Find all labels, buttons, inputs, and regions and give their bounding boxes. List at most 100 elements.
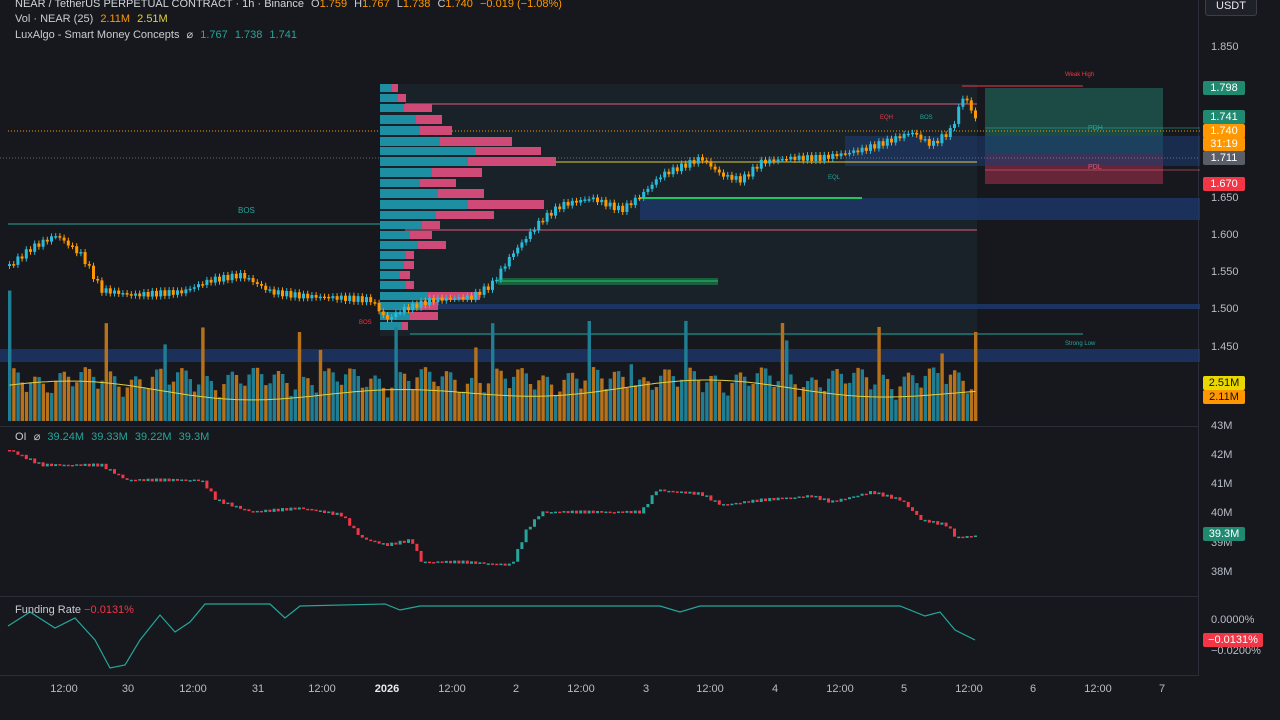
candle-body: [587, 199, 591, 201]
open-label: O: [311, 0, 320, 10]
oi-legend[interactable]: OI ⌀ 39.24M 39.33M 39.22M 39.3M: [15, 430, 213, 443]
volume-badge-ma: 2.51M: [1203, 376, 1245, 390]
candle-body: [209, 279, 213, 283]
oi-candle: [360, 534, 364, 538]
oi-candle: [478, 562, 482, 564]
time-tick: 31: [251, 683, 265, 695]
candle-body: [566, 201, 570, 206]
candle-body: [671, 167, 675, 175]
volume-bar: [272, 374, 276, 421]
funding-legend[interactable]: Funding Rate −0.0131%: [15, 604, 138, 616]
pdh-label: PDH: [1088, 125, 1103, 132]
oi-candle: [633, 510, 637, 514]
volume-bar: [940, 353, 944, 421]
candle-body: [62, 237, 66, 241]
candle-body: [142, 292, 146, 297]
oi-candle: [491, 563, 494, 565]
candle-body: [793, 156, 797, 160]
smc-legend[interactable]: LuxAlgo - Smart Money Concepts ⌀ 1.767 1…: [15, 28, 301, 41]
oi-candle: [755, 499, 759, 502]
candle-body: [810, 155, 814, 161]
oi-candle: [944, 522, 948, 527]
bos-label: BOS: [238, 206, 255, 215]
candle-body: [835, 153, 839, 157]
volume-bar: [923, 375, 927, 421]
volume-bar: [318, 349, 323, 421]
oi-candle: [268, 509, 272, 512]
candle-body: [390, 317, 394, 320]
candle-body: [87, 264, 91, 266]
oi-candle: [318, 510, 322, 512]
oi-candle: [251, 511, 255, 513]
volume-legend[interactable]: Vol · NEAR (25) 2.11M 2.51M: [15, 13, 172, 25]
volume-bar: [818, 387, 822, 421]
candle-body: [117, 290, 121, 294]
candle-body: [381, 311, 385, 316]
currency-button[interactable]: USDT: [1205, 0, 1257, 16]
oi-candle: [579, 510, 583, 514]
oi-candle: [470, 561, 473, 564]
candle-body: [822, 154, 826, 161]
volume-bar: [390, 387, 394, 421]
candle-body: [213, 276, 217, 283]
candle-body: [108, 288, 112, 294]
candle-body: [491, 280, 494, 290]
candle-body: [856, 150, 860, 153]
volume-bar: [780, 323, 785, 421]
oi-candle: [906, 501, 910, 508]
candle-body: [503, 266, 507, 269]
candle-body: [953, 123, 956, 129]
oi-candle: [289, 507, 293, 511]
candle-body: [251, 278, 255, 283]
volume-bar: [772, 386, 776, 421]
candle-body: [482, 286, 486, 295]
candle-body: [776, 159, 780, 162]
candle-body: [163, 290, 167, 296]
oi-candle: [688, 491, 692, 494]
volume-ma-line: [9, 379, 976, 401]
settings-icon[interactable]: ⌀: [186, 29, 194, 41]
oi-candle: [482, 562, 486, 564]
volume-bar: [860, 369, 864, 421]
candle-body: [713, 166, 717, 170]
volume-bar: [470, 377, 474, 421]
candle-body: [831, 153, 835, 159]
oi-candle: [260, 510, 263, 513]
oi-settings-icon[interactable]: ⌀: [33, 431, 41, 443]
time-tick: 2026: [374, 683, 400, 695]
candle-body: [650, 184, 654, 189]
volume-bar: [184, 370, 188, 421]
volume-bar: [138, 379, 142, 421]
candle-body: [12, 264, 16, 266]
oi-candle: [520, 542, 524, 550]
oi-candle: [167, 478, 171, 482]
candle-body: [54, 236, 58, 238]
volume-bar: [713, 375, 717, 421]
volume-bar: [965, 393, 969, 421]
candle-body: [255, 282, 259, 284]
oi-candle: [411, 539, 415, 544]
candle-body: [289, 291, 293, 298]
oi-candle: [890, 494, 893, 499]
oi-candle: [541, 511, 545, 517]
oi-candle: [629, 510, 633, 514]
oi-candle: [864, 493, 868, 496]
volume-bar: [197, 384, 201, 421]
order-block-4: [380, 304, 1200, 309]
candle-body: [281, 290, 284, 297]
oi-candle: [566, 511, 570, 514]
oi-candle: [772, 497, 776, 501]
time-tick: 7: [1158, 683, 1166, 695]
candle-body: [591, 197, 595, 200]
volume-bar: [831, 370, 835, 421]
volume-bar: [856, 367, 860, 421]
oi-candle: [638, 510, 641, 514]
candle-body: [45, 239, 49, 242]
oi-candle: [159, 478, 163, 482]
volume-bar: [188, 379, 192, 421]
oi-candle: [671, 490, 675, 493]
oi-candle: [969, 536, 973, 538]
candle-body: [96, 279, 100, 281]
oi-badge: 39.3M: [1203, 527, 1245, 541]
